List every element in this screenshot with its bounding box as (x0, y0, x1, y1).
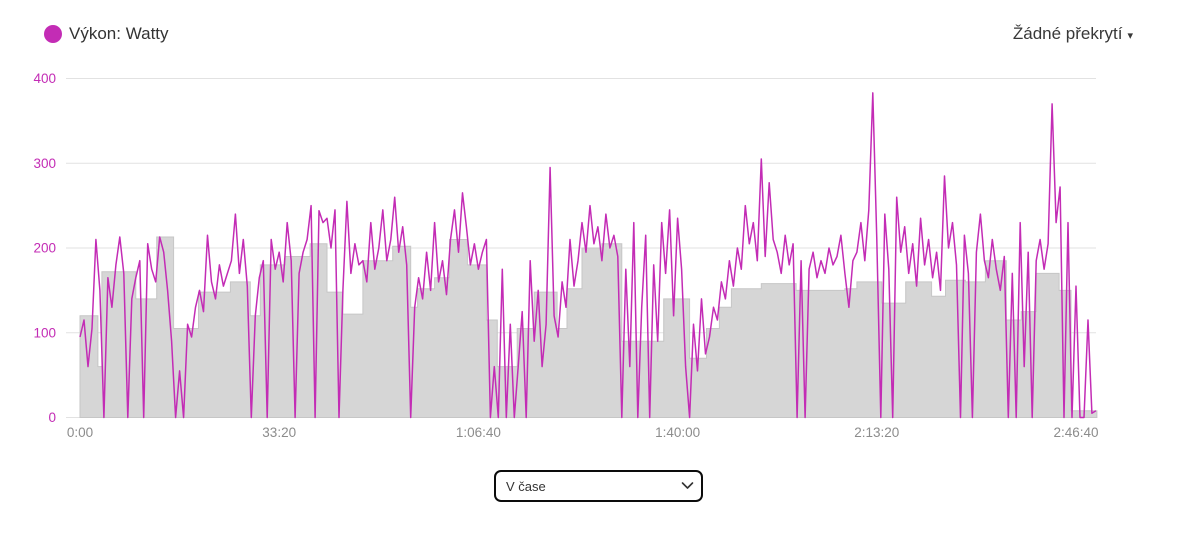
x-axis-label: 0:00 (67, 425, 93, 440)
y-axis-label-100: 100 (33, 325, 56, 340)
power-time-chart[interactable]: 0 100 200 300 400 0:00 33:20 1:06:40 1:40:00 2:13… (0, 0, 1179, 460)
y-axis-label-400: 400 (33, 71, 56, 86)
x-axis-mode-select-wrap: V čase (494, 470, 703, 502)
caret-down-icon: ▾ (1127, 29, 1133, 42)
y-axis-label-300: 300 (33, 156, 56, 171)
power-series-dot-icon (44, 25, 62, 43)
overlay-dropdown-label: Žádné překrytí (1012, 24, 1123, 43)
gray-step-area-series (79, 236, 1098, 418)
x-axis-mode-select[interactable]: V čase (494, 470, 703, 502)
y-axis-label-0: 0 (48, 410, 56, 425)
x-axis-label: 2:13:20 (854, 425, 899, 440)
legend-label: Výkon: Watty (69, 24, 169, 43)
y-axis-label-200: 200 (33, 241, 56, 256)
overlay-dropdown[interactable]: Žádné překrytí ▾ (1013, 22, 1133, 46)
legend-item-power[interactable]: Výkon: Watty (44, 22, 169, 46)
x-axis-label: 2:46:40 (1053, 425, 1098, 440)
x-axis-label: 1:40:00 (655, 425, 700, 440)
power-line-series (79, 92, 1097, 419)
x-axis-label: 33:20 (262, 425, 296, 440)
chart-svg: 0 100 200 300 400 0:00 33:20 1:06:40 1:40:00 2:13… (33, 71, 1098, 440)
x-axis-label: 1:06:40 (456, 425, 501, 440)
